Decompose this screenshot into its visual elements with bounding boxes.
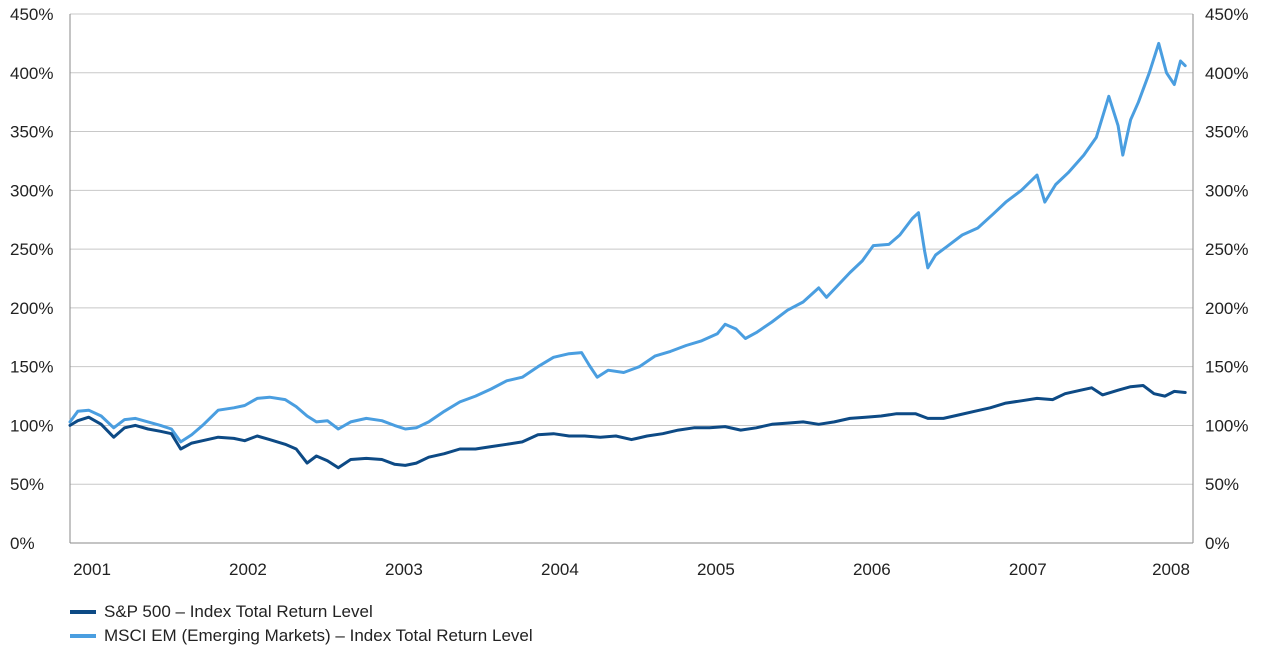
tick-labels: 0% 0% 50% 50% 100% 100% 150% 150% 200% 200% 250% 25… xyxy=(10,5,1248,579)
y-tick-left-200: 200% xyxy=(10,299,53,318)
y-tick-left-450: 450% xyxy=(10,5,53,24)
legend-label-sp500: S&P 500 – Index Total Return Level xyxy=(104,602,373,621)
legend-item-sp500: S&P 500 – Index Total Return Level xyxy=(70,600,533,624)
legend-item-msci-em: MSCI EM (Emerging Markets) – Index Total… xyxy=(70,624,533,648)
gridlines xyxy=(70,13,1193,485)
x-tick-2002: 2002 xyxy=(229,560,267,579)
series-lines xyxy=(68,41,1187,470)
y-tick-left-0: 0% xyxy=(10,534,35,553)
line-chart: 0% 0% 50% 50% 100% 100% 150% 150% 200% 200% 250% 25… xyxy=(10,5,1248,579)
y-tick-left-50: 50% xyxy=(10,475,44,494)
y-tick-left-350: 350% xyxy=(10,123,53,142)
y-tick-right-400: 400% xyxy=(1205,64,1248,83)
y-tick-right-150: 150% xyxy=(1205,358,1248,377)
legend-swatch-msci-em xyxy=(70,634,96,638)
y-tick-left-100: 100% xyxy=(10,416,53,435)
x-tick-2001: 2001 xyxy=(73,560,111,579)
legend-label-msci-em: MSCI EM (Emerging Markets) – Index Total… xyxy=(104,626,533,645)
y-tick-right-250: 250% xyxy=(1205,240,1248,259)
x-tick-2003: 2003 xyxy=(385,560,423,579)
x-tick-2004: 2004 xyxy=(541,560,579,579)
y-tick-left-300: 300% xyxy=(10,181,53,200)
y-tick-right-350: 350% xyxy=(1205,123,1248,142)
y-tick-left-250: 250% xyxy=(10,240,53,259)
x-tick-2006: 2006 xyxy=(853,560,891,579)
axes xyxy=(69,14,1194,544)
y-tick-right-0: 0% xyxy=(1205,534,1230,553)
y-tick-right-50: 50% xyxy=(1205,475,1239,494)
series-line-sp500 xyxy=(68,384,1187,470)
y-tick-right-200: 200% xyxy=(1205,299,1248,318)
x-tick-2008: 2008 xyxy=(1152,560,1190,579)
series-line-msci-em xyxy=(68,41,1187,444)
x-tick-2007: 2007 xyxy=(1009,560,1047,579)
y-tick-left-150: 150% xyxy=(10,358,53,377)
y-tick-right-100: 100% xyxy=(1205,416,1248,435)
legend: S&P 500 – Index Total Return Level MSCI … xyxy=(70,600,533,648)
y-tick-left-400: 400% xyxy=(10,64,53,83)
legend-swatch-sp500 xyxy=(70,610,96,614)
y-tick-right-300: 300% xyxy=(1205,181,1248,200)
y-tick-right-450: 450% xyxy=(1205,5,1248,24)
x-tick-2005: 2005 xyxy=(697,560,735,579)
